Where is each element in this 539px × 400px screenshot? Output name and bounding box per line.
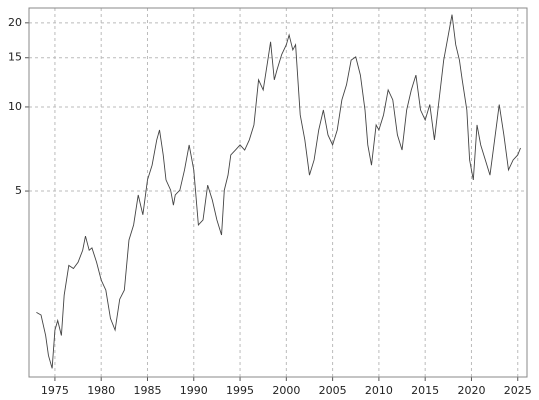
x-tick-label: 2000	[272, 384, 300, 397]
x-tick-label: 1985	[133, 384, 161, 397]
y-tick-label: 5	[15, 184, 22, 197]
y-tick-label: 15	[8, 51, 22, 64]
data-line	[36, 14, 521, 369]
x-tick-label: 2005	[319, 384, 347, 397]
x-tick-label: 2025	[504, 384, 532, 397]
x-tick-label: 1990	[180, 384, 208, 397]
y-tick-label: 10	[8, 100, 22, 113]
x-tick-label: 2015	[411, 384, 439, 397]
x-tick-label: 2020	[457, 384, 485, 397]
x-tick-label: 1975	[41, 384, 69, 397]
x-tick-label: 1980	[87, 384, 115, 397]
plot-frame	[28, 7, 528, 378]
y-tick-label: 20	[8, 16, 22, 29]
x-tick-label: 2010	[365, 384, 393, 397]
x-tick-label: 1995	[226, 384, 254, 397]
